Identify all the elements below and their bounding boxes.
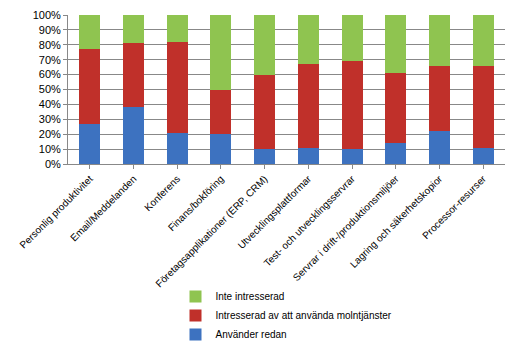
svg-text:80%: 80% bbox=[39, 39, 61, 51]
svg-text:100%: 100% bbox=[33, 9, 61, 21]
svg-text:Processor-resurser: Processor-resurser bbox=[420, 173, 488, 241]
svg-text:Inte intresserad: Inte intresserad bbox=[216, 291, 285, 302]
svg-text:40%: 40% bbox=[39, 98, 61, 110]
svg-text:90%: 90% bbox=[39, 24, 61, 36]
svg-text:Konferens: Konferens bbox=[142, 173, 182, 213]
svg-text:Utvecklingsplattformar: Utvecklingsplattformar bbox=[236, 173, 314, 251]
svg-text:20%: 20% bbox=[39, 128, 61, 140]
svg-text:Intresserad av att använda mol: Intresserad av att använda molntjänster bbox=[216, 310, 392, 321]
svg-text:Test- och utvecklingsservrar: Test- och utvecklingsservrar bbox=[262, 173, 358, 269]
svg-text:Personlig produktivitet: Personlig produktivitet bbox=[17, 173, 95, 251]
svg-text:Servrar i drift-/produktionsmi: Servrar i drift-/produktionsmiljöer bbox=[291, 173, 401, 283]
svg-text:30%: 30% bbox=[39, 113, 61, 125]
svg-text:70%: 70% bbox=[39, 54, 61, 66]
svg-text:60%: 60% bbox=[39, 68, 61, 80]
svg-text:0%: 0% bbox=[45, 158, 61, 170]
svg-text:Företagsapplikationer (ERP, CR: Företagsapplikationer (ERP, CRM) bbox=[153, 173, 269, 289]
svg-text:Lagring och säkerhetskopior: Lagring och säkerhetskopior bbox=[348, 173, 445, 270]
svg-text:Email/Meddelanden: Email/Meddelanden bbox=[68, 173, 138, 243]
svg-text:10%: 10% bbox=[39, 143, 61, 155]
svg-text:Finans/bokföring: Finans/bokföring bbox=[166, 173, 226, 233]
svg-text:50%: 50% bbox=[39, 83, 61, 95]
svg-text:Använder redan: Använder redan bbox=[216, 329, 287, 340]
